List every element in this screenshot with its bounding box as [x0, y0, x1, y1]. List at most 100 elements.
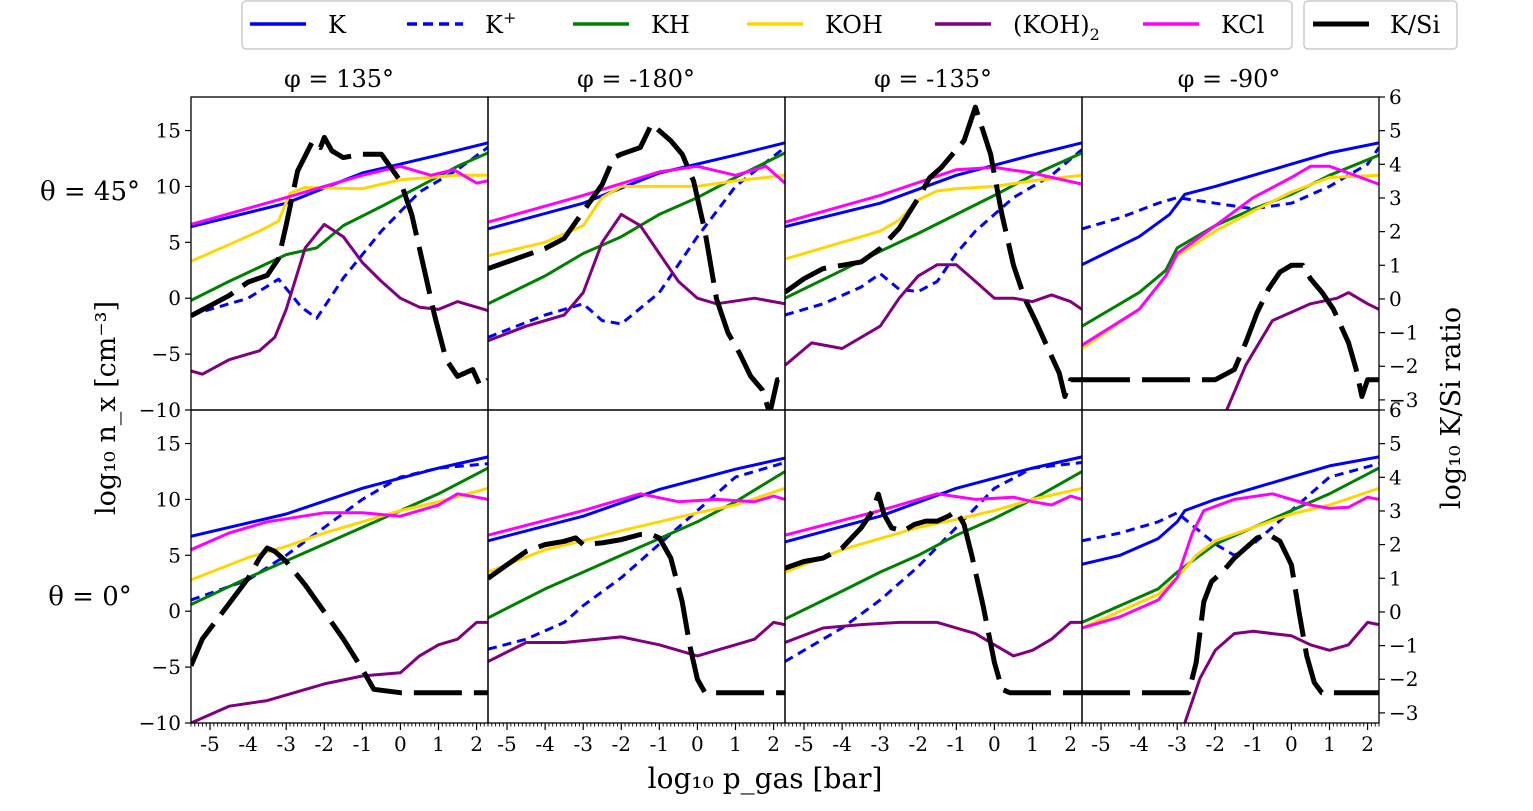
y-tick-label-right: 2	[1389, 220, 1402, 244]
y-tick-label-right: −2	[1389, 354, 1418, 378]
panel-r0-c1	[487, 96, 786, 411]
column-title-1: φ = -180°	[577, 65, 695, 93]
x-tick-label: -4	[238, 732, 257, 756]
x-tick-label: -3	[276, 732, 295, 756]
legend-label-KOH: KOH	[825, 11, 883, 39]
legend-label-K: K	[328, 11, 347, 39]
series-line-KH	[191, 466, 488, 606]
panel-r1-c3: −3 −2 −1 0 1 2 3 4 5 6 -5 -4 -3 -2 -1 0 1 2	[1081, 398, 1418, 756]
series-line-KOH	[1082, 173, 1379, 350]
series-line-KH	[1082, 466, 1379, 624]
legend-label-KCl: KCl	[1221, 11, 1264, 39]
x-tick-label: 2	[1064, 732, 1077, 756]
y-tick-label-right: 1	[1389, 566, 1402, 590]
y-tick-label-right: 2	[1389, 533, 1402, 557]
legend-entry-K: K	[250, 11, 347, 39]
legend-label-KH: KH	[651, 11, 690, 39]
series-line-KSi	[488, 121, 785, 410]
x-tick-label: -3	[870, 732, 889, 756]
series-line-KSi	[1082, 532, 1379, 696]
y-tick-label-left: 10	[156, 174, 181, 198]
panel-r1-c0: −10 −5 0 5 10 15 -5 -4 -3 -2 -1 0 1 2	[139, 409, 489, 756]
series-line-KOH2	[785, 263, 1082, 367]
panel-frame	[487, 409, 786, 724]
legend-entry-KOH2: (KOH)2	[935, 11, 1100, 44]
y-tick-label-right: −3	[1389, 701, 1418, 725]
series-line-KOH	[191, 486, 488, 582]
legend-label-KOH2: (KOH)2	[1013, 11, 1100, 44]
y-tick-label-left: 5	[168, 230, 181, 254]
y-tick-label-left: 0	[168, 599, 181, 623]
x-tick-label: 2	[767, 732, 780, 756]
legend-entry-KOH: KOH	[747, 11, 883, 39]
y-tick-label-right: −1	[1389, 321, 1418, 345]
x-tick-label: -2	[1206, 732, 1225, 756]
series-line-K	[191, 455, 488, 538]
y-axis-label-right: log₁₀ K/Si ratio	[1436, 307, 1467, 509]
series-line-KH	[785, 151, 1082, 300]
x-tick-label: 0	[394, 732, 407, 756]
x-tick-label: 0	[1285, 732, 1298, 756]
series-line-KH	[488, 151, 785, 306]
series-line-Kplus	[1082, 146, 1379, 231]
series-line-KOH2	[191, 222, 488, 376]
series-line-KOH2	[488, 620, 785, 663]
y-tick-label-right: −1	[1389, 634, 1418, 658]
series-line-KOH	[785, 173, 1082, 261]
series-line-KCl	[191, 492, 488, 552]
series-line-KCl	[191, 164, 488, 226]
column-title-3: φ = -90°	[1178, 65, 1281, 93]
x-tick-label: -1	[1244, 732, 1263, 756]
legend-entry-KSi: K/Si	[1313, 11, 1440, 39]
x-tick-label: -4	[1129, 732, 1148, 756]
series-line-KSi	[785, 491, 1082, 696]
x-tick-label: -1	[650, 732, 669, 756]
y-tick-label-right: 6	[1389, 398, 1402, 422]
y-tick-label-right: 3	[1389, 186, 1402, 210]
series-line-K	[488, 456, 785, 543]
y-tick-label-right: 0	[1389, 600, 1402, 624]
x-tick-label: -5	[794, 732, 813, 756]
series-line-K	[785, 141, 1082, 229]
x-tick-label: 1	[1026, 732, 1039, 756]
y-tick-label-left: −10	[139, 398, 181, 422]
y-tick-label-left: 15	[156, 432, 181, 456]
x-tick-label: -3	[573, 732, 592, 756]
x-tick-label: 1	[432, 732, 445, 756]
x-tick-label: -5	[1091, 732, 1110, 756]
series-line-KOH2	[1183, 620, 1379, 723]
series-line-K	[785, 455, 1082, 544]
x-tick-label: -2	[909, 732, 928, 756]
x-tick-label: -2	[612, 732, 631, 756]
x-tick-label: -2	[315, 732, 334, 756]
x-tick-label: -3	[1167, 732, 1186, 756]
y-tick-label-right: −3	[1389, 388, 1418, 412]
y-tick-label-left: −5	[152, 342, 181, 366]
series-line-KCl	[785, 165, 1082, 224]
panel-r1-c2: -5 -4 -3 -2 -1 0 1 2	[784, 409, 1083, 756]
series-line-KCl	[1082, 492, 1379, 630]
y-tick-label-right: 4	[1389, 152, 1402, 176]
y-tick-label-left: −5	[152, 655, 181, 679]
legend-entry-KH: KH	[573, 11, 690, 39]
y-tick-label-right: −2	[1389, 667, 1418, 691]
y-tick-label-right: 5	[1389, 119, 1402, 143]
series-line-KOH2	[488, 212, 785, 343]
series-line-KOH2	[1225, 291, 1379, 410]
panel-frame	[784, 409, 1083, 724]
series-line-K	[1082, 455, 1379, 566]
panel-r0-c2	[784, 96, 1083, 411]
column-title-2: φ = -135°	[874, 65, 992, 93]
series-line-Kplus	[191, 146, 488, 320]
panel-frame	[1081, 409, 1380, 724]
series-line-KOH2	[785, 620, 1082, 658]
x-tick-label: -5	[497, 732, 516, 756]
x-tick-label: -1	[947, 732, 966, 756]
x-tick-label: -5	[200, 732, 219, 756]
series-line-KOH	[1082, 486, 1379, 630]
y-tick-label-left: 5	[168, 543, 181, 567]
y-tick-label-right: 0	[1389, 287, 1402, 311]
series-line-Kplus	[488, 461, 785, 651]
